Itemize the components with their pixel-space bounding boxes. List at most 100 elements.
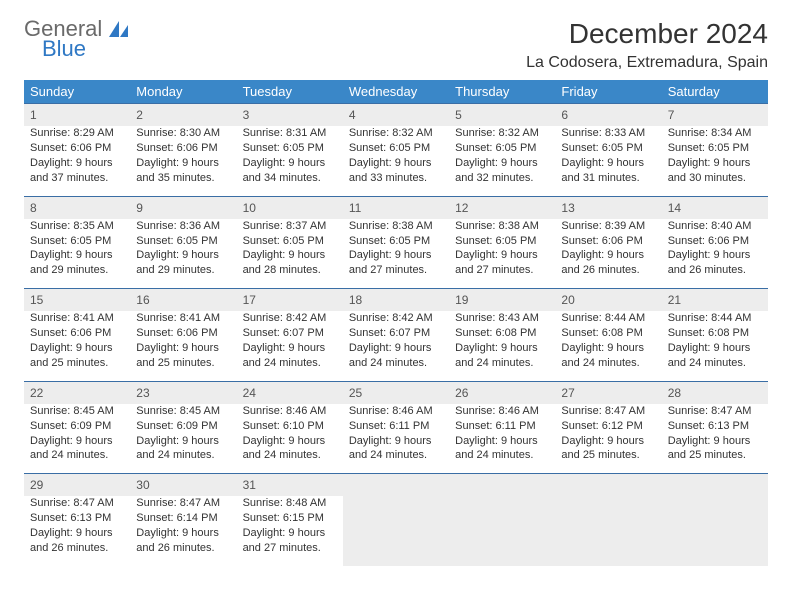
sunset-text: Sunset: 6:05 PM bbox=[243, 141, 337, 156]
sunrise-text: Sunrise: 8:43 AM bbox=[455, 311, 549, 326]
day-number-cell: 24 bbox=[237, 381, 343, 404]
daylight-text2: and 34 minutes. bbox=[243, 171, 337, 186]
day-number-cell: 6 bbox=[555, 104, 661, 127]
sunset-text: Sunset: 6:05 PM bbox=[349, 141, 443, 156]
day-detail-cell: Sunrise: 8:41 AMSunset: 6:06 PMDaylight:… bbox=[130, 311, 236, 381]
day-number-cell: 10 bbox=[237, 196, 343, 219]
sunset-text: Sunset: 6:09 PM bbox=[30, 419, 124, 434]
sunset-text: Sunset: 6:06 PM bbox=[30, 141, 124, 156]
daylight-text2: and 26 minutes. bbox=[136, 541, 230, 556]
day-header: Thursday bbox=[449, 80, 555, 104]
daylight-text2: and 24 minutes. bbox=[30, 448, 124, 463]
sunset-text: Sunset: 6:12 PM bbox=[561, 419, 655, 434]
sunrise-text: Sunrise: 8:47 AM bbox=[561, 404, 655, 419]
day-number-cell bbox=[662, 474, 768, 497]
sunset-text: Sunset: 6:09 PM bbox=[136, 419, 230, 434]
day-number-row: 15161718192021 bbox=[24, 289, 768, 312]
day-detail-cell bbox=[449, 496, 555, 565]
sunset-text: Sunset: 6:06 PM bbox=[30, 326, 124, 341]
day-detail-cell: Sunrise: 8:41 AMSunset: 6:06 PMDaylight:… bbox=[24, 311, 130, 381]
daylight-text: Daylight: 9 hours bbox=[30, 248, 124, 263]
day-detail-row: Sunrise: 8:45 AMSunset: 6:09 PMDaylight:… bbox=[24, 404, 768, 474]
daylight-text2: and 24 minutes. bbox=[455, 356, 549, 371]
sunset-text: Sunset: 6:06 PM bbox=[668, 234, 762, 249]
day-detail-cell: Sunrise: 8:32 AMSunset: 6:05 PMDaylight:… bbox=[343, 126, 449, 196]
day-number-cell: 18 bbox=[343, 289, 449, 312]
daylight-text: Daylight: 9 hours bbox=[349, 156, 443, 171]
day-number-row: 891011121314 bbox=[24, 196, 768, 219]
daylight-text: Daylight: 9 hours bbox=[243, 434, 337, 449]
daylight-text: Daylight: 9 hours bbox=[349, 248, 443, 263]
daylight-text: Daylight: 9 hours bbox=[668, 248, 762, 263]
sunset-text: Sunset: 6:07 PM bbox=[349, 326, 443, 341]
sunrise-text: Sunrise: 8:47 AM bbox=[136, 496, 230, 511]
daylight-text: Daylight: 9 hours bbox=[136, 156, 230, 171]
sunrise-text: Sunrise: 8:39 AM bbox=[561, 219, 655, 234]
daylight-text: Daylight: 9 hours bbox=[136, 341, 230, 356]
daylight-text: Daylight: 9 hours bbox=[561, 156, 655, 171]
day-number-cell: 11 bbox=[343, 196, 449, 219]
daylight-text2: and 31 minutes. bbox=[561, 171, 655, 186]
daylight-text: Daylight: 9 hours bbox=[30, 156, 124, 171]
daylight-text: Daylight: 9 hours bbox=[561, 341, 655, 356]
daylight-text: Daylight: 9 hours bbox=[455, 248, 549, 263]
sunset-text: Sunset: 6:08 PM bbox=[455, 326, 549, 341]
daylight-text: Daylight: 9 hours bbox=[561, 248, 655, 263]
daylight-text2: and 30 minutes. bbox=[668, 171, 762, 186]
location-subtitle: La Codosera, Extremadura, Spain bbox=[526, 54, 768, 72]
sunset-text: Sunset: 6:05 PM bbox=[668, 141, 762, 156]
daylight-text: Daylight: 9 hours bbox=[136, 434, 230, 449]
day-detail-row: Sunrise: 8:41 AMSunset: 6:06 PMDaylight:… bbox=[24, 311, 768, 381]
sunset-text: Sunset: 6:06 PM bbox=[136, 326, 230, 341]
day-number-cell: 7 bbox=[662, 104, 768, 127]
sunrise-text: Sunrise: 8:41 AM bbox=[136, 311, 230, 326]
sunset-text: Sunset: 6:13 PM bbox=[668, 419, 762, 434]
day-number-cell: 16 bbox=[130, 289, 236, 312]
day-number-cell: 4 bbox=[343, 104, 449, 127]
sunset-text: Sunset: 6:13 PM bbox=[30, 511, 124, 526]
day-detail-cell bbox=[662, 496, 768, 565]
day-number-cell: 20 bbox=[555, 289, 661, 312]
sunset-text: Sunset: 6:05 PM bbox=[455, 234, 549, 249]
day-detail-cell: Sunrise: 8:37 AMSunset: 6:05 PMDaylight:… bbox=[237, 219, 343, 289]
day-detail-cell: Sunrise: 8:40 AMSunset: 6:06 PMDaylight:… bbox=[662, 219, 768, 289]
day-header: Sunday bbox=[24, 80, 130, 104]
daylight-text2: and 25 minutes. bbox=[30, 356, 124, 371]
day-number-cell: 30 bbox=[130, 474, 236, 497]
day-detail-cell: Sunrise: 8:34 AMSunset: 6:05 PMDaylight:… bbox=[662, 126, 768, 196]
sunset-text: Sunset: 6:06 PM bbox=[561, 234, 655, 249]
day-number-cell bbox=[555, 474, 661, 497]
day-detail-cell: Sunrise: 8:42 AMSunset: 6:07 PMDaylight:… bbox=[343, 311, 449, 381]
sunrise-text: Sunrise: 8:45 AM bbox=[136, 404, 230, 419]
daylight-text2: and 37 minutes. bbox=[30, 171, 124, 186]
day-number-cell bbox=[343, 474, 449, 497]
sunrise-text: Sunrise: 8:47 AM bbox=[30, 496, 124, 511]
month-title: December 2024 bbox=[526, 18, 768, 50]
day-header: Monday bbox=[130, 80, 236, 104]
daylight-text2: and 35 minutes. bbox=[136, 171, 230, 186]
daylight-text2: and 26 minutes. bbox=[561, 263, 655, 278]
sunrise-text: Sunrise: 8:47 AM bbox=[668, 404, 762, 419]
daylight-text2: and 24 minutes. bbox=[349, 448, 443, 463]
day-detail-cell: Sunrise: 8:47 AMSunset: 6:12 PMDaylight:… bbox=[555, 404, 661, 474]
daylight-text: Daylight: 9 hours bbox=[668, 156, 762, 171]
daylight-text2: and 26 minutes. bbox=[668, 263, 762, 278]
sunrise-text: Sunrise: 8:31 AM bbox=[243, 126, 337, 141]
day-number-cell bbox=[449, 474, 555, 497]
day-number-cell: 8 bbox=[24, 196, 130, 219]
daylight-text: Daylight: 9 hours bbox=[668, 434, 762, 449]
sunrise-text: Sunrise: 8:30 AM bbox=[136, 126, 230, 141]
sunrise-text: Sunrise: 8:35 AM bbox=[30, 219, 124, 234]
brand-logo: General Blue bbox=[24, 18, 130, 60]
day-detail-row: Sunrise: 8:47 AMSunset: 6:13 PMDaylight:… bbox=[24, 496, 768, 565]
sunset-text: Sunset: 6:10 PM bbox=[243, 419, 337, 434]
daylight-text2: and 24 minutes. bbox=[668, 356, 762, 371]
sunrise-text: Sunrise: 8:46 AM bbox=[349, 404, 443, 419]
day-number-cell: 26 bbox=[449, 381, 555, 404]
sail-icon bbox=[108, 20, 130, 42]
daylight-text2: and 24 minutes. bbox=[243, 448, 337, 463]
daylight-text2: and 28 minutes. bbox=[243, 263, 337, 278]
day-number-cell: 31 bbox=[237, 474, 343, 497]
day-detail-cell: Sunrise: 8:30 AMSunset: 6:06 PMDaylight:… bbox=[130, 126, 236, 196]
day-detail-cell: Sunrise: 8:44 AMSunset: 6:08 PMDaylight:… bbox=[662, 311, 768, 381]
